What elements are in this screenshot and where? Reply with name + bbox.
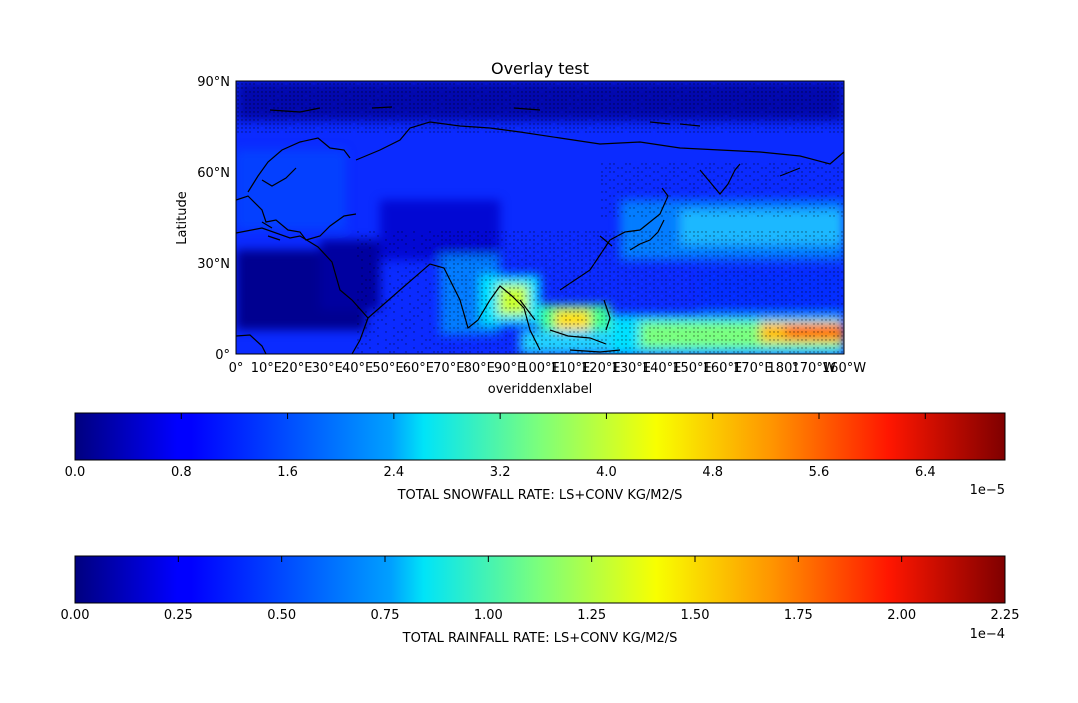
colorbar-tick-label: 2.4	[384, 465, 405, 480]
map-x-tick-label: 160°W	[822, 361, 866, 376]
rainfall-colorbar-scale: 1e−4	[970, 627, 1005, 642]
snowfall-colorbar-label: TOTAL SNOWFALL RATE: LS+CONV KG/M2/S	[397, 488, 683, 503]
map-x-tick-label: 110°E	[551, 361, 591, 376]
map-x-tick-label: 70°E	[433, 361, 464, 376]
map-x-tick-label: 150°E	[672, 361, 712, 376]
colorbar-tick-label: 2.25	[991, 608, 1020, 623]
colorbar-tick-label: 0.25	[164, 608, 193, 623]
colorbar-tick-label: 4.0	[596, 465, 617, 480]
map-x-tick-label: 120°E	[581, 361, 621, 376]
coastline-europe-mediterranean	[236, 195, 357, 241]
colorbar-tick-label: 0.50	[267, 608, 296, 623]
map-x-tick-label: 170°W	[792, 361, 836, 376]
coastlines	[236, 106, 844, 354]
mesh-fields	[236, 81, 844, 354]
map-x-tick-label: 180°	[768, 361, 799, 376]
coastline-scandinavia	[247, 137, 351, 193]
coastline-japan	[629, 219, 665, 251]
map-x-axis-label: overiddenxlabel	[488, 382, 592, 397]
colorbar-tick-label: 0.00	[61, 608, 90, 623]
colorbar-tick-label: 2.00	[887, 608, 916, 623]
map-x-tick-label: 170°E	[733, 361, 773, 376]
map-x-tick-label: 10°E	[251, 361, 282, 376]
snowfall-colorbar: 0.0 0.8 1.6 2.4 3.2 4.0 4.8 5.6 6.4 TOTAL SNOWFA…	[65, 412, 1006, 503]
map-y-tick-label: 90°N	[197, 75, 230, 90]
rainfall-colorbar-ticks: 0.00 0.25 0.50 0.75 1.00 1.25 1.50 1.75 2.00 2.25	[61, 556, 1020, 623]
map-x-tick-label: 40°E	[342, 361, 373, 376]
colorbar-tick-label: 1.6	[277, 465, 298, 480]
map-x-tick-label: 130°E	[611, 361, 651, 376]
colorbar-tick-label: 0.8	[171, 465, 192, 480]
map-x-tick-label: 20°E	[281, 361, 312, 376]
map-x-tick-label: 90°E	[494, 361, 525, 376]
rainfall-colorbar: 0.00 0.25 0.50 0.75 1.00 1.25 1.50 1.75 2.00 2.25…	[61, 555, 1020, 646]
rainfall-mesh	[236, 81, 844, 354]
colorbar-tick-label: 1.25	[577, 608, 606, 623]
coastline-africa-arabia	[236, 227, 369, 354]
rainfall-colorbar-label: TOTAL RAINFALL RATE: LS+CONV KG/M2/S	[402, 631, 678, 646]
map-y-ticks: 0° 30°N 60°N 90°N	[197, 75, 230, 363]
coastline-kamchatka	[699, 163, 801, 195]
map-x-tick-label: 160°E	[703, 361, 743, 376]
map-x-tick-label: 140°E	[642, 361, 682, 376]
map-title: Overlay test	[491, 59, 589, 78]
map-y-axis-label: Latitude	[175, 191, 190, 245]
snowfall-colorbar-ticks: 0.0 0.8 1.6 2.4 3.2 4.0 4.8 5.6 6.4	[65, 413, 936, 480]
map-x-tick-label: 30°E	[312, 361, 343, 376]
map-x-tick-label: 0°	[229, 361, 244, 376]
map-x-ticks: 0° 10°E 20°E 30°E 40°E 50°E 60°E 70°E 80°E 90°E10…	[229, 361, 867, 376]
colorbar-tick-label: 4.8	[702, 465, 723, 480]
map-frame	[235, 80, 845, 355]
snowfall-colorbar-scale: 1e−5	[970, 483, 1005, 498]
coastline-arctic-islands	[269, 106, 701, 127]
colorbar-tick-label: 3.2	[490, 465, 511, 480]
coastline-indonesia-philippines	[549, 299, 621, 353]
map-y-tick-label: 30°N	[197, 257, 230, 272]
colorbar-tick-label: 1.50	[681, 608, 710, 623]
map-y-tick-label: 60°N	[197, 166, 230, 181]
colorbar-tick-label: 6.4	[915, 465, 936, 480]
colorbar-tick-label: 0.0	[65, 465, 86, 480]
map-x-tick-label: 50°E	[372, 361, 403, 376]
map-panel: Overlay test	[175, 59, 866, 397]
snowfall-colorbar-gradient	[74, 412, 1006, 461]
rainfall-colorbar-gradient	[74, 555, 1006, 604]
map-x-tick-label: 60°E	[403, 361, 434, 376]
coastline-south-asia	[367, 263, 541, 351]
map-x-tick-label: 100°E	[520, 361, 560, 376]
coastline-east-asia	[559, 187, 669, 291]
map-y-tick-label: 0°	[215, 348, 230, 363]
coastline-siberia	[355, 121, 844, 165]
colorbar-tick-label: 5.6	[809, 465, 830, 480]
snowfall-stipple	[237, 83, 843, 353]
map-x-tick-label: 80°E	[464, 361, 495, 376]
colorbar-tick-label: 1.75	[784, 608, 813, 623]
colorbar-tick-label: 0.75	[371, 608, 400, 623]
colorbar-tick-label: 1.00	[474, 608, 503, 623]
